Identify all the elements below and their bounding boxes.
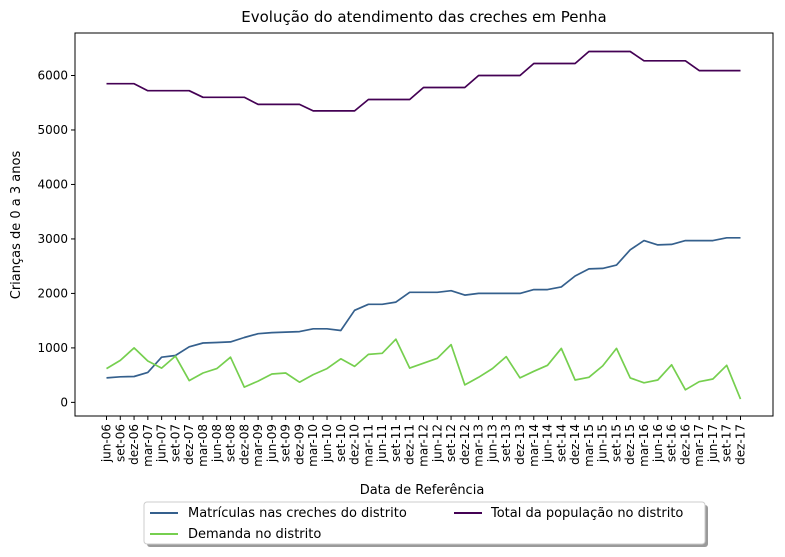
x-tick-label: mar-17 xyxy=(692,424,706,467)
x-tick-label: mar-08 xyxy=(196,424,210,467)
x-tick-label: jun-07 xyxy=(155,424,169,463)
chart-title: Evolução do atendimento das creches em P… xyxy=(241,8,606,26)
y-axis-label: Crianças de 0 a 3 anos xyxy=(9,151,24,300)
x-tick-label: mar-14 xyxy=(527,424,541,467)
x-tick-label: jun-08 xyxy=(210,424,224,463)
x-tick-label: set-10 xyxy=(334,424,348,462)
x-tick-label: set-15 xyxy=(609,424,623,462)
x-tick-label: dez-14 xyxy=(568,424,582,465)
x-tick-label: mar-10 xyxy=(306,424,320,467)
x-tick-label: dez-11 xyxy=(403,424,417,465)
x-tick-label: set-13 xyxy=(499,424,513,462)
x-tick-label: dez-08 xyxy=(237,424,251,465)
x-tick-label: mar-12 xyxy=(417,424,431,467)
series-line-matriculas xyxy=(106,236,741,379)
x-tick-label: set-16 xyxy=(665,424,679,462)
x-tick-label: jun-06 xyxy=(100,424,114,463)
x-tick-label: dez-16 xyxy=(678,424,692,465)
x-tick-label: set-14 xyxy=(554,424,568,462)
x-tick-label: mar-13 xyxy=(472,424,486,467)
y-tick-label: 0 xyxy=(60,395,68,409)
y-tick-label: 5000 xyxy=(37,123,68,137)
x-tick-label: dez-10 xyxy=(348,424,362,465)
y-tick-label: 3000 xyxy=(37,232,68,246)
x-tick-label: mar-15 xyxy=(582,424,596,467)
series-line-demanda xyxy=(106,338,742,400)
x-tick-label: jun-17 xyxy=(706,424,720,463)
x-tick-label: dez-12 xyxy=(458,424,472,465)
x-tick-label: dez-17 xyxy=(734,424,748,465)
x-tick-label: set-09 xyxy=(279,424,293,462)
x-axis-label: Data de Referência xyxy=(360,483,485,498)
legend-box xyxy=(143,501,706,545)
x-tick-label: dez-09 xyxy=(292,424,306,465)
x-tick-label: jun-16 xyxy=(651,424,665,463)
legend: Matrículas nas creches do distrito Deman… xyxy=(143,501,708,547)
series-lines xyxy=(106,50,742,400)
y-tick-label: 1000 xyxy=(37,341,68,355)
legend-label-populacao: Total da população no distrito xyxy=(490,506,683,521)
x-tick-label: set-08 xyxy=(224,424,238,462)
x-tick-label: dez-07 xyxy=(182,424,196,465)
legend-label-demanda: Demanda no distrito xyxy=(188,527,321,542)
y-tick-label: 2000 xyxy=(37,286,68,300)
y-tick-label: 4000 xyxy=(37,177,68,191)
x-tick-label: set-07 xyxy=(168,424,182,462)
x-tick-label: set-06 xyxy=(113,424,127,462)
x-tick-label: dez-13 xyxy=(513,424,527,465)
x-tick-label: mar-11 xyxy=(361,424,375,467)
x-tick-label: dez-15 xyxy=(623,424,637,465)
x-tick-label: jun-11 xyxy=(375,424,389,463)
x-tick-label: set-12 xyxy=(444,424,458,462)
x-tick-label: jun-10 xyxy=(320,424,334,463)
x-tick-label: jun-09 xyxy=(265,424,279,463)
x-tick-label: set-17 xyxy=(720,424,734,462)
x-tick-label: mar-07 xyxy=(141,424,155,467)
x-tick-label: jun-15 xyxy=(596,424,610,463)
x-tick-label: jun-13 xyxy=(485,424,499,463)
legend-label-matriculas: Matrículas nas creches do distrito xyxy=(188,506,407,521)
x-tick-label: set-11 xyxy=(389,424,403,462)
y-axis: 0 1000 2000 3000 4000 5000 6000 xyxy=(37,68,75,409)
y-tick-label: 6000 xyxy=(37,68,68,82)
x-tick-label: jun-12 xyxy=(430,424,444,463)
x-tick-label: dez-06 xyxy=(127,424,141,465)
x-tick-label: mar-09 xyxy=(251,424,265,467)
series-line-populacao xyxy=(106,50,741,112)
x-tick-label: mar-16 xyxy=(637,424,651,467)
x-tick-label: jun-14 xyxy=(541,424,555,463)
x-axis: jun-06 set-06 dez-06 mar-07 jun-07 set-07 dez-… xyxy=(100,416,748,467)
